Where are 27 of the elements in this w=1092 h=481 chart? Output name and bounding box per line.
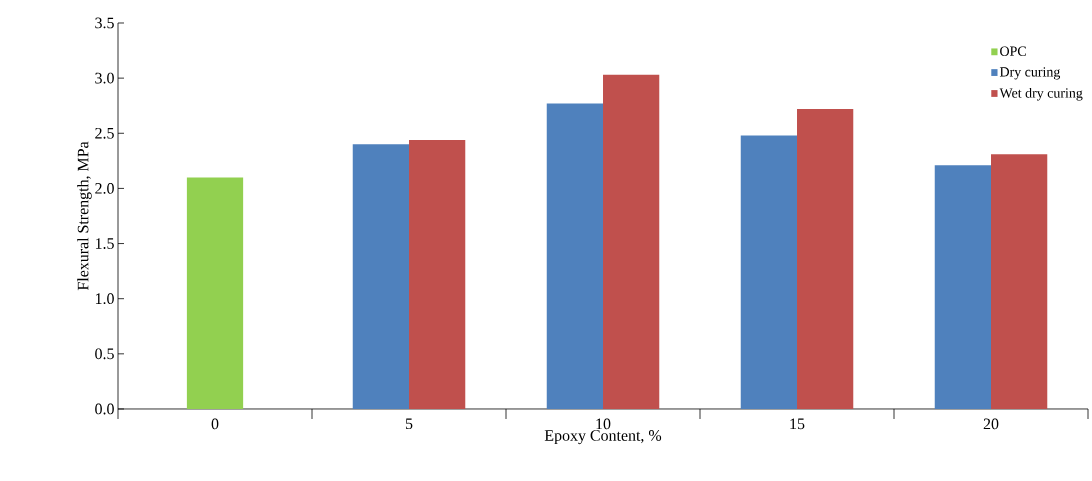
bar: [186, 177, 244, 409]
bar: [797, 109, 854, 409]
y-tick-label: 2.0: [95, 183, 114, 194]
x-tick-label: 5: [405, 418, 413, 430]
y-axis-title: Flexural Strength, MPa: [77, 141, 92, 291]
y-tick-label: 0.0: [95, 403, 114, 415]
legend-label: Dry curing: [999, 67, 1061, 80]
y-tick-label: 1.5: [95, 238, 114, 249]
x-tick-label: 15: [790, 418, 805, 430]
bar: [934, 165, 992, 409]
bar: [352, 144, 410, 409]
bar: [740, 135, 798, 409]
x-tick-label: 20: [983, 418, 999, 430]
x-tick-label: 10: [596, 418, 611, 430]
bar: [603, 74, 660, 409]
x-axis-title: Epoxy Content, %: [544, 430, 662, 445]
bar: [546, 103, 604, 409]
y-tick-label: 1.0: [95, 293, 114, 305]
y-tick-label: 3.5: [95, 17, 114, 29]
y-tick-label: 2.5: [95, 127, 114, 139]
bar: [409, 139, 466, 409]
legend-label: Wet dry curing: [999, 87, 1083, 101]
y-tick-label: 3.0: [95, 72, 114, 84]
bar: [991, 154, 1048, 409]
x-tick-label: 0: [211, 418, 219, 430]
legend-label: OPC: [1000, 46, 1026, 56]
y-tick-label: 0.5: [95, 348, 114, 360]
